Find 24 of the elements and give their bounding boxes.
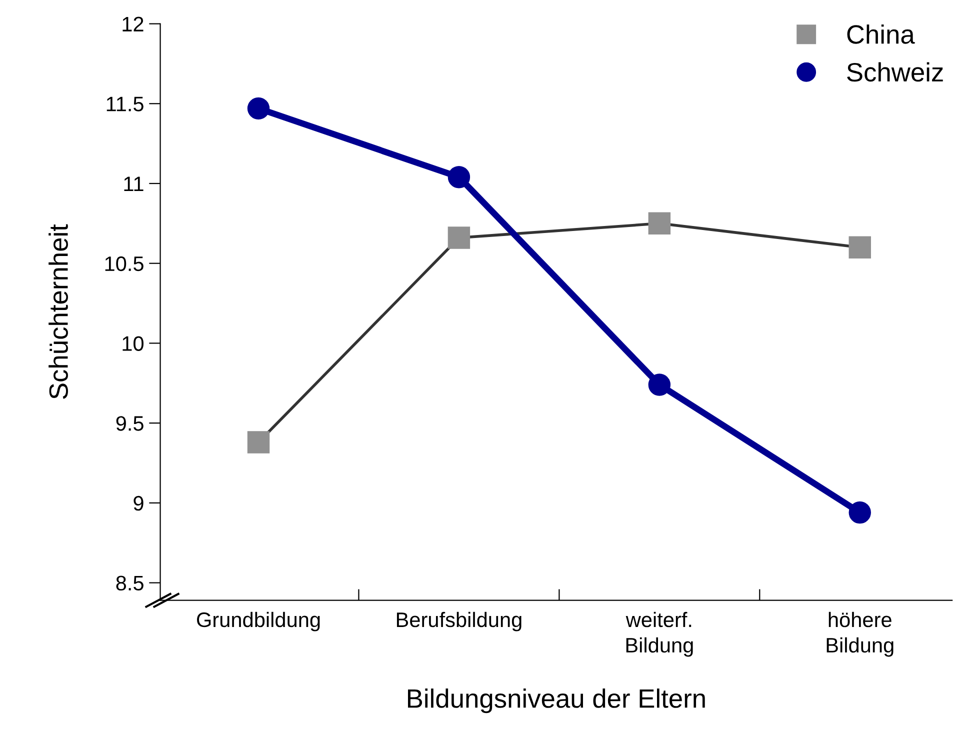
- point: [648, 212, 671, 235]
- x-tick-label: Berufsbildung: [396, 612, 522, 632]
- y-tick-label: 10.5: [105, 256, 144, 272]
- point: [848, 236, 871, 258]
- point: [648, 374, 671, 396]
- x-tick-label: Grundbildung: [197, 612, 320, 632]
- point: [448, 226, 470, 249]
- x-tick-label: weiterf. Bildung: [626, 612, 693, 657]
- y-tick-label: 10: [122, 336, 144, 351]
- y-tick-label: 11.5: [106, 96, 144, 112]
- point: [848, 501, 871, 524]
- y-tick-label: 9.5: [116, 416, 144, 431]
- point: [247, 431, 270, 454]
- y-tick-label: 12: [122, 16, 144, 32]
- y-tick-label: 11: [124, 176, 144, 192]
- x-axis-title: Bildungsniveau der Eltern: [408, 688, 705, 714]
- y-tick-label: 8.5: [116, 576, 144, 591]
- x-tick-label: höhere Bildung: [826, 612, 894, 657]
- y-axis-title: Schüchternheit: [48, 224, 68, 399]
- legend-label: Schweiz: [847, 62, 943, 82]
- point: [247, 97, 270, 120]
- y-tick-label: 9: [134, 496, 144, 511]
- point: [448, 166, 470, 188]
- legend-label: China: [847, 24, 915, 44]
